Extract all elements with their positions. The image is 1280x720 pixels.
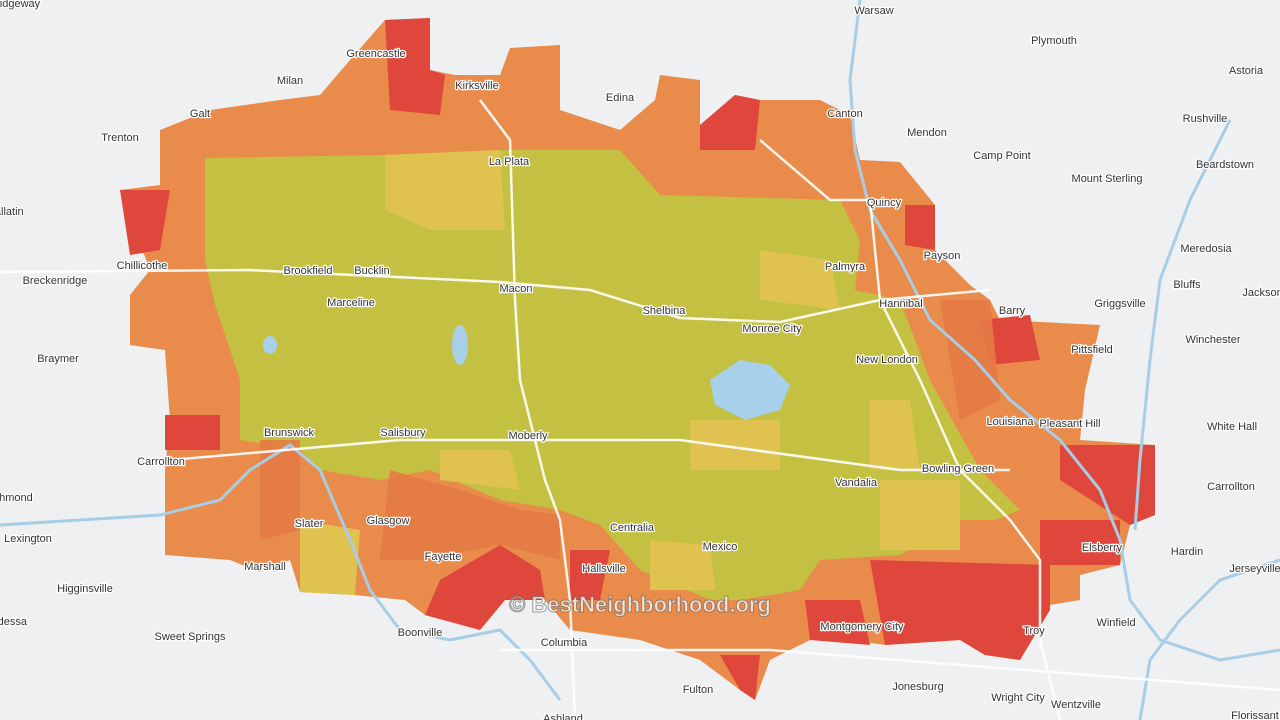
place-label: Camp Point [973,150,1030,162]
place-label: Warsaw [854,5,893,17]
place-label: Jonesburg [892,681,943,693]
place-label: Marceline [327,297,375,309]
place-label: Jerseyville [1229,563,1280,575]
yellow-patches [300,150,960,595]
place-label: Winfield [1096,617,1135,629]
place-label: Edina [606,92,635,104]
place-label: Bluffs [1173,279,1201,291]
place-label: Elsberry [1082,542,1123,554]
place-label: Montgomery City [820,621,904,633]
place-label: Salisbury [380,427,426,439]
place-label: White Hall [1207,421,1257,433]
place-label: Jacksonville [1242,287,1280,299]
place-label: Lexington [4,533,52,545]
place-label: Trenton [101,132,139,144]
region [120,18,1155,700]
place-label: Hardin [1171,546,1203,558]
place-label: Carrollton [1207,481,1255,493]
place-label: Beardstown [1196,159,1254,171]
place-label: Bowling Green [922,463,994,475]
place-label: Rushville [1183,113,1228,125]
place-label: Quincy [867,197,902,209]
lakes [263,325,790,420]
place-label: Sweet Springs [155,631,226,643]
place-label: Centralia [610,522,655,534]
place-label: Hannibal [879,298,922,310]
place-label: Greencastle [346,48,405,60]
place-label: Griggsville [1094,298,1145,310]
place-label: Fayette [425,551,462,563]
place-label: New London [856,354,918,366]
place-label: Bucklin [354,265,389,277]
place-label: Vandalia [835,477,878,489]
place-label: Ashland [543,713,583,720]
place-label: Pleasant Hill [1039,418,1100,430]
place-label: Payson [924,250,961,262]
place-label: Richmond [0,492,33,504]
place-label: Braymer [37,353,79,365]
place-label: Macon [499,283,532,295]
place-label: Hallsville [582,563,625,575]
place-label: Marshall [244,561,286,573]
place-label: La Plata [489,156,530,168]
place-label: Troy [1023,625,1045,637]
place-label: Florissant [1231,710,1279,720]
place-label: Breckenridge [23,275,88,287]
place-label: Barry [999,305,1026,317]
place-label: Brunswick [264,427,315,439]
place-label: Astoria [1229,65,1264,77]
place-label: Galt [190,108,210,120]
place-label: Shelbina [643,305,687,317]
place-label: Chillicothe [117,260,168,272]
place-label: Mexico [703,541,738,553]
place-label: Glasgow [367,515,410,527]
place-label: Ridgeway [0,0,41,10]
place-label: Pittsfield [1071,344,1113,356]
roads [0,99,1280,720]
place-label: Canton [827,108,862,120]
place-label: Columbia [541,637,588,649]
place-label: Boonville [398,627,443,639]
orange-patches [260,300,1000,560]
place-label: Mendon [907,127,947,139]
place-label: Moberly [508,430,548,442]
place-label: Meredosia [1180,243,1232,255]
place-label: Odessa [0,616,28,628]
place-label: Fulton [683,684,714,696]
place-label: Higginsville [57,583,113,595]
place-label: Plymouth [1031,35,1077,47]
place-label: Wentzville [1051,699,1101,711]
place-label: Slater [295,518,324,530]
place-label: Gallatin [0,206,24,218]
place-label: Kirksville [455,80,498,92]
watermark: © BestNeighborhood.org [509,592,771,617]
place-label: Louisiana [986,416,1034,428]
place-label: Milan [277,75,303,87]
place-label: Mount Sterling [1072,173,1143,185]
place-label: Carrollton [137,456,185,468]
place-label: Monroe City [742,323,802,335]
place-label: Wright City [991,692,1045,704]
place-label: Brookfield [284,265,333,277]
place-label: Winchester [1185,334,1240,346]
place-label: Palmyra [825,261,866,273]
